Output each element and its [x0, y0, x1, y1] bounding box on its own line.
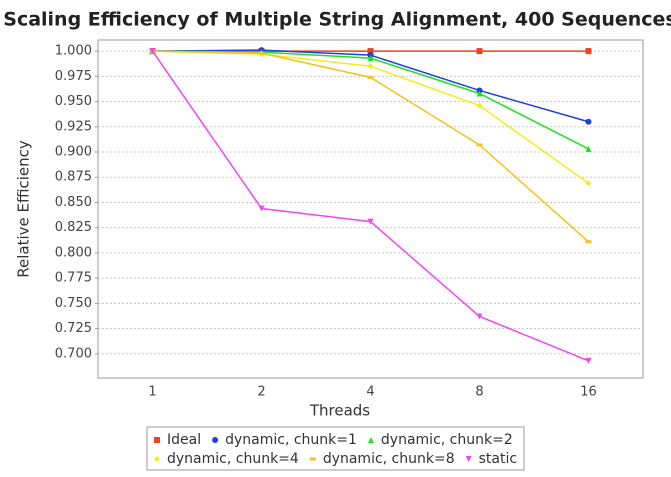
chart-title: Scaling Efficiency of Multiple String Al…	[3, 9, 671, 31]
legend-label: dynamic, chunk=4	[167, 451, 299, 467]
data-point	[367, 63, 374, 70]
y-tick-label: 0.775	[55, 271, 92, 286]
y-tick-label: 0.825	[55, 220, 92, 235]
data-point	[367, 218, 374, 225]
data-point	[476, 87, 483, 94]
y-tick-label: 0.900	[55, 144, 92, 159]
data-point	[367, 55, 374, 62]
data-point	[585, 357, 592, 364]
legend-label: static	[479, 451, 517, 467]
legend-marker	[154, 456, 160, 462]
x-tick-label: 2	[257, 385, 265, 400]
legend-label: dynamic, chunk=2	[381, 432, 513, 448]
data-point	[258, 51, 265, 55]
legend-marker	[465, 456, 472, 462]
y-tick-label: 0.700	[55, 346, 92, 361]
x-tick-label: 16	[580, 385, 597, 400]
x-tick-label: 1	[148, 385, 156, 400]
data-point	[367, 52, 374, 59]
y-tick-label: 0.950	[55, 94, 92, 109]
x-tick-label: 8	[475, 385, 483, 400]
legend-marker	[367, 437, 374, 443]
y-tick-label: 1.000	[55, 44, 92, 59]
data-point	[585, 48, 592, 55]
data-point	[585, 145, 592, 152]
legend-label: dynamic, chunk=8	[323, 451, 455, 467]
data-point	[367, 48, 374, 55]
data-point	[367, 75, 374, 79]
y-axis-label: Relative Efficiency	[15, 140, 33, 278]
y-tick-label: 0.750	[55, 296, 92, 311]
data-point	[476, 313, 483, 320]
y-tick-label: 0.725	[55, 321, 92, 336]
data-point	[476, 90, 483, 97]
legend	[146, 426, 525, 471]
data-point	[476, 102, 483, 109]
data-point	[149, 48, 156, 55]
y-tick-label: 0.925	[55, 119, 92, 134]
x-axis-label: Threads	[309, 402, 370, 420]
data-point	[476, 48, 483, 55]
data-point	[585, 240, 592, 244]
y-tick-label: 0.875	[55, 170, 92, 185]
y-tick-label: 0.975	[55, 69, 92, 84]
legend-marker	[309, 457, 316, 461]
data-point	[258, 205, 265, 212]
legend-label: dynamic, chunk=1	[225, 432, 357, 448]
legend-label: Ideal	[167, 432, 201, 448]
legend-marker	[212, 437, 219, 443]
data-point	[585, 118, 592, 125]
x-tick-label: 4	[366, 385, 374, 400]
data-point	[585, 180, 592, 187]
legend-marker	[154, 437, 160, 443]
y-tick-label: 0.800	[55, 245, 92, 260]
y-tick-label: 0.850	[55, 195, 92, 210]
data-point	[476, 143, 483, 147]
